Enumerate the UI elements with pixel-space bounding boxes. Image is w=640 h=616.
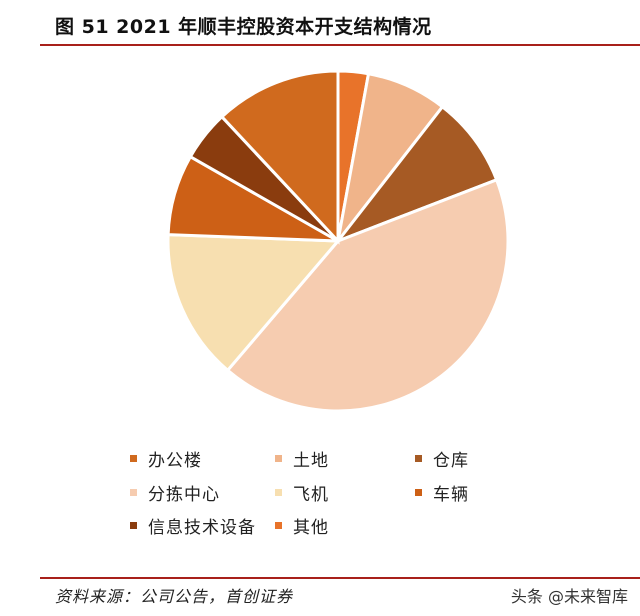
legend-item: 飞机 [275, 480, 329, 505]
legend-label: 土地 [293, 451, 329, 471]
legend-swatch [130, 522, 137, 529]
legend-item: 仓库 [415, 446, 469, 471]
pie-slice-3: 分拣中心 [225, 177, 510, 413]
legend-swatch [130, 489, 137, 496]
legend-label: 仓库 [433, 451, 469, 471]
legend-item: 土地 [275, 446, 329, 471]
legend-item: 分拣中心 [130, 480, 220, 505]
legend-item: 车辆 [415, 480, 469, 505]
legend-swatch [275, 455, 282, 462]
legend-label: 车辆 [433, 485, 469, 505]
legend-swatch [275, 489, 282, 496]
pie-chart: 其他土地仓库分拣中心飞机车辆信息技术设备办公楼 [166, 69, 510, 413]
source-note: 资料来源：公司公告，首创证券 [55, 587, 294, 606]
legend-swatch [130, 455, 137, 462]
source-rule [40, 577, 640, 579]
legend-label: 飞机 [293, 485, 329, 505]
legend-swatch [415, 489, 422, 496]
title-rule [40, 44, 640, 46]
legend-item: 信息技术设备 [130, 513, 256, 538]
legend-item: 其他 [275, 513, 329, 538]
pie-slice-4: 飞机 [166, 233, 342, 373]
legend-item: 办公楼 [130, 446, 202, 471]
pie-slice-2: 仓库 [333, 104, 499, 245]
watermark: 头条 @未来智库 [510, 587, 628, 606]
pie-slice-7: 办公楼 [219, 69, 340, 245]
legend-swatch [415, 455, 422, 462]
legend-label: 分拣中心 [148, 485, 220, 505]
legend-label: 办公楼 [148, 451, 202, 471]
legend-swatch [275, 522, 282, 529]
legend-label: 其他 [293, 518, 329, 538]
chart-title: 图 51 2021 年顺丰控股资本开支结构情况 [55, 16, 432, 38]
legend-label: 信息技术设备 [148, 518, 256, 538]
